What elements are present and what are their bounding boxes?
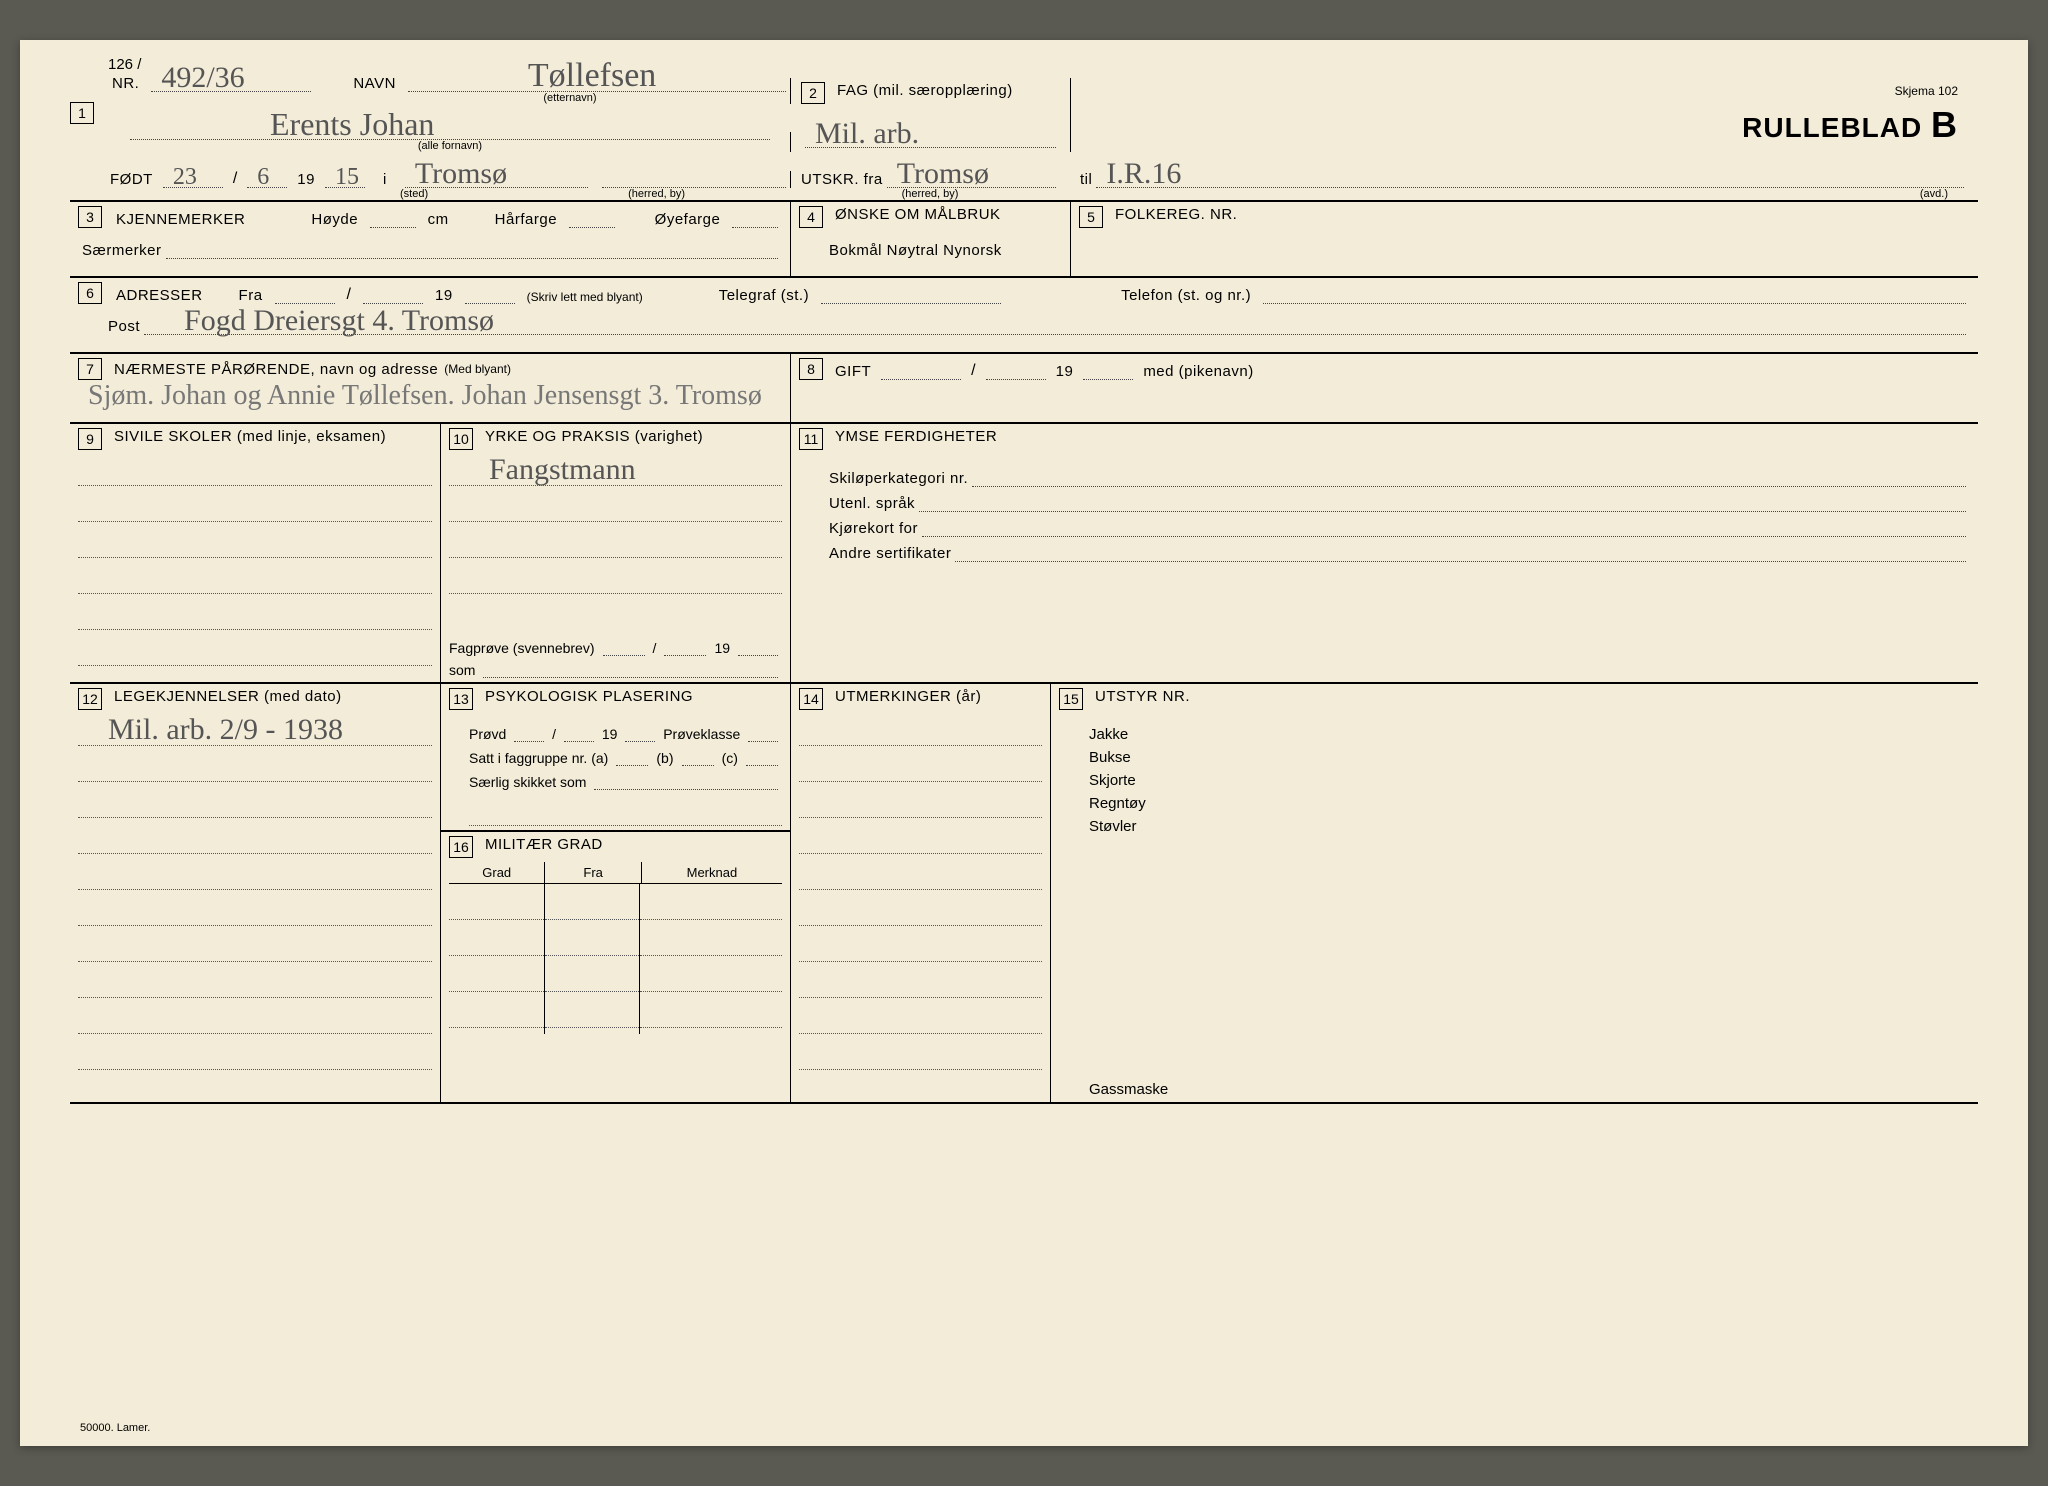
b-label: (b)	[656, 750, 673, 766]
grad-col: Grad	[449, 862, 544, 883]
herred-caption: (herred, by)	[628, 188, 685, 200]
fra-label: Fra	[239, 287, 263, 304]
psyk-label: PSYKOLOGISK PLASERING	[485, 688, 693, 710]
til-label: til	[1080, 171, 1092, 188]
folkereg-label: FOLKEREG. NR.	[1115, 206, 1237, 228]
cm-label: cm	[428, 211, 449, 228]
milgrad-label: MILITÆR GRAD	[485, 836, 603, 858]
box-1: 1	[70, 102, 94, 124]
fagprove-19: 19	[714, 640, 730, 656]
parorende-value: Sjøm. Johan og Annie Tøllefsen. Johan Je…	[78, 380, 782, 412]
regntoy: Regntøy	[1089, 795, 1970, 812]
fornavn: Erents Johan	[270, 106, 434, 143]
title: RULLEBLAD B	[1742, 112, 1958, 143]
bukse: Bukse	[1089, 749, 1970, 766]
box-15: 15	[1059, 688, 1083, 710]
rulleblad-card: 126 / 1 NR. 492/36 NAVN Tøllefsen (etter…	[20, 40, 2028, 1446]
sted-value: Tromsø	[415, 157, 507, 191]
sivile-label: SIVILE SKOLER (med linje, eksamen)	[114, 428, 386, 450]
fodt-year: 15	[335, 164, 359, 191]
ymse-label: YMSE FERDIGHETER	[835, 428, 997, 450]
telegraf-label: Telegraf (st.)	[719, 287, 809, 304]
fodt-day: 23	[173, 164, 197, 191]
fodt-label: FØDT	[110, 171, 153, 188]
yrke-value: Fangstmann	[489, 453, 636, 487]
utmerk-label: UTMERKINGER (år)	[835, 688, 981, 710]
som-label: som	[449, 662, 475, 678]
box-6: 6	[78, 282, 102, 304]
kjennemerker-label: KJENNEMERKER	[116, 211, 245, 228]
gift-label: GIFT	[835, 363, 871, 380]
nr-value: 492/36	[161, 61, 244, 95]
c-label: (c)	[722, 750, 738, 766]
provd-label: Prøvd	[469, 726, 506, 742]
fra-col: Fra	[544, 862, 640, 883]
fag-value: Mil. arb.	[815, 117, 919, 151]
etternavn: Tøllefsen	[528, 57, 656, 95]
nr-label: NR.	[112, 75, 139, 92]
box-16: 16	[449, 836, 473, 858]
satt-label: Satt i faggruppe nr. (a)	[469, 750, 608, 766]
box-7: 7	[78, 358, 102, 380]
avd-caption: (avd.)	[1070, 188, 1978, 200]
harfarge-label: Hårfarge	[495, 211, 557, 228]
box-12: 12	[78, 688, 102, 710]
box-3: 3	[78, 206, 102, 228]
oyefarge-label: Øyefarge	[655, 211, 721, 228]
jakke: Jakke	[1089, 726, 1970, 743]
utskr-label: UTSKR. fra	[801, 171, 883, 188]
box-9: 9	[78, 428, 102, 450]
box-14: 14	[799, 688, 823, 710]
utstyr-label: UTSTYR NR.	[1095, 688, 1190, 710]
box-8: 8	[799, 358, 823, 380]
yrke-label: YRKE OG PRAKSIS (varighet)	[485, 428, 703, 450]
fagprove-label: Fagprøve (svennebrev)	[449, 640, 595, 656]
sertifikat-label: Andre sertifikater	[829, 545, 951, 562]
kjorekort-label: Kjørekort for	[829, 520, 918, 537]
saerlig-label: Særlig skikket som	[469, 774, 586, 790]
fornavn-caption: (alle fornavn)	[110, 140, 790, 152]
lege-label: LEGEKJENNELSER (med dato)	[114, 688, 342, 710]
merknad-col: Merknad	[641, 862, 782, 883]
corner-number: 126 /	[108, 56, 141, 73]
i-label: i	[383, 171, 387, 188]
fodt-month: 6	[257, 164, 269, 191]
parorende-label: NÆRMESTE PÅRØRENDE, navn og adresse	[114, 361, 438, 378]
fag-label: FAG (mil. særopplæring)	[837, 82, 1013, 99]
box-4: 4	[799, 206, 823, 228]
parorende-note: (Med blyant)	[444, 362, 511, 376]
psyk-19: 19	[602, 726, 618, 742]
addr-19: 19	[435, 287, 453, 304]
lege-value: Mil. arb. 2/9 - 1938	[108, 713, 343, 747]
footer-print: 50000. Lamer.	[80, 1422, 150, 1434]
gift-19: 19	[1056, 363, 1074, 380]
saermerker-label: Særmerker	[82, 242, 162, 259]
adresser-label: ADRESSER	[116, 287, 203, 304]
box-10: 10	[449, 428, 473, 450]
proveklasse-label: Prøveklasse	[663, 726, 740, 742]
fodt-century: 19	[297, 171, 315, 188]
box9-region: 9 SIVILE SKOLER (med linje, eksamen)	[70, 424, 440, 682]
ski-label: Skiløperkategori nr.	[829, 470, 968, 487]
sprak-label: Utenl. språk	[829, 495, 915, 512]
stovler: Støvler	[1089, 818, 1970, 835]
box-2: 2	[801, 82, 825, 104]
box-5: 5	[1079, 206, 1103, 228]
post-value: Fogd Dreiersgt 4. Tromsø	[184, 304, 494, 338]
skjema-label: Skjema 102	[1895, 84, 1958, 98]
malbruk-label: ØNSKE OM MÅLBRUK	[835, 206, 1001, 228]
telefon-label: Telefon (st. og nr.)	[1121, 287, 1251, 304]
box-11: 11	[799, 428, 823, 450]
til-value: I.R.16	[1106, 157, 1181, 191]
utskr-value: Tromsø	[897, 157, 989, 191]
gassmaske: Gassmaske	[1059, 1081, 1970, 1098]
post-label: Post	[108, 318, 140, 335]
gift-med: med (pikenavn)	[1143, 363, 1253, 380]
navn-label: NAVN	[353, 75, 396, 92]
box-13: 13	[449, 688, 473, 710]
malbruk-options: Bokmål Nøytral Nynorsk	[799, 242, 1062, 259]
skriv-note: (Skriv lett med blyant)	[527, 290, 643, 304]
skjorte: Skjorte	[1089, 772, 1970, 789]
hoyde-label: Høyde	[311, 211, 358, 228]
